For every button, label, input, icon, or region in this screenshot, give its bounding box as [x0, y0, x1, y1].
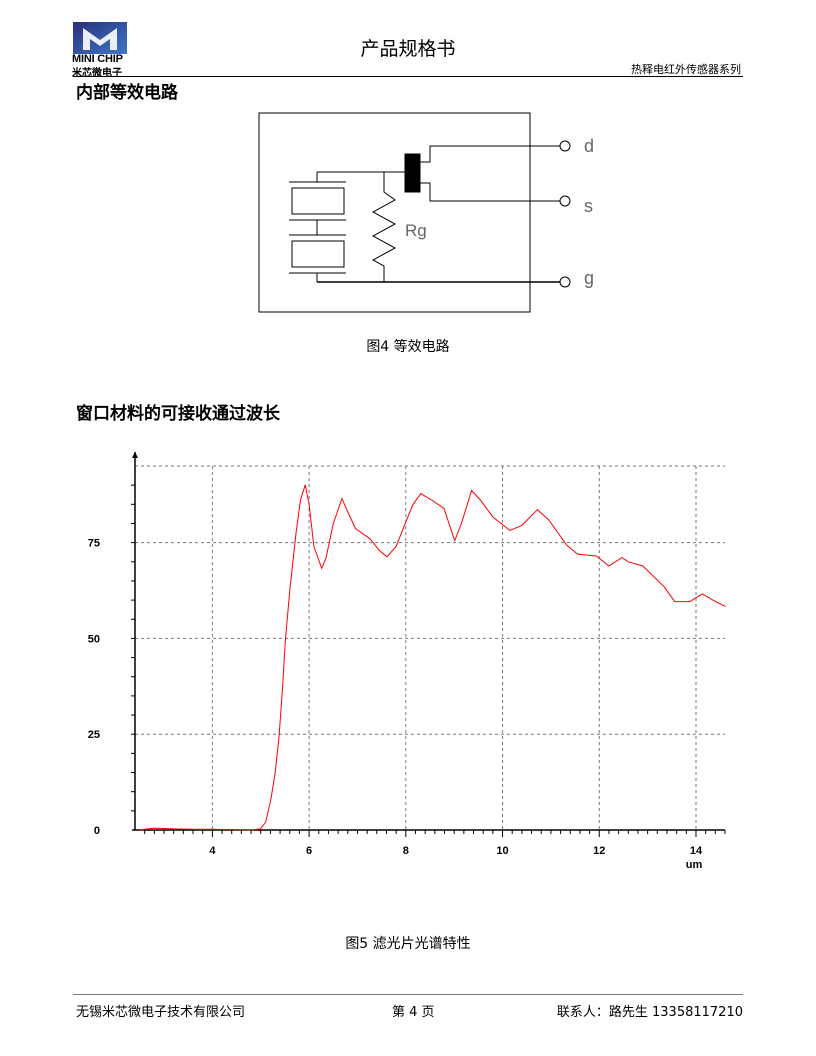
logo-text-cn: 米芯微电子: [72, 68, 122, 79]
terminal-label-d: d: [584, 136, 594, 156]
document-title: 产品规格书: [360, 38, 456, 60]
circuit-enclosure: [258, 112, 531, 313]
chart-grid: [135, 465, 725, 830]
terminal-d: [559, 140, 571, 152]
pyroelectric-element: [289, 172, 346, 282]
transmission-series-line: [139, 484, 726, 831]
terminal-label-g: g: [584, 268, 594, 288]
terminal-s: [559, 195, 571, 207]
footer-page-number: 第 4 页: [392, 1005, 435, 1020]
filter-transmission-chart: 4 6 8 10 12 14 0 25 50 75 um: [88, 452, 726, 871]
logo-text-en: MINI CHIP: [72, 53, 123, 65]
resistor-rg: [371, 172, 397, 282]
resistor-label: Rg: [405, 221, 427, 240]
footer-contact: 联系人：路先生 13358117210: [556, 1005, 743, 1020]
terminal-g: [559, 276, 571, 288]
y-tick-label: 25: [88, 729, 100, 741]
figure-caption-5: 图5 滤光片光谱特性: [345, 936, 471, 952]
footer-company: 无锡米芯微电子技术有限公司: [76, 1005, 246, 1020]
x-axis-label: um: [686, 859, 703, 871]
x-tick-label: 8: [403, 845, 409, 857]
chart-axes: [131, 452, 726, 837]
x-tick-label: 6: [306, 845, 312, 857]
product-series: 热释电红外传感器系列: [631, 63, 741, 76]
x-tick-label: 4: [209, 845, 216, 857]
company-logo: [73, 22, 127, 54]
y-tick-label: 50: [88, 633, 100, 645]
x-tick-label: 14: [690, 845, 703, 857]
y-tick-label: 0: [94, 825, 100, 837]
equivalent-circuit-diagram: Rg d s g: [258, 112, 594, 313]
fet-transistor: [404, 153, 421, 193]
footer-divider: [73, 994, 743, 995]
header-divider: [73, 76, 743, 77]
terminal-label-s: s: [584, 196, 593, 216]
section-heading-circuit: 内部等效电路: [76, 83, 178, 103]
section-heading-wavelength: 窗口材料的可接收通过波长: [76, 404, 280, 424]
figure-caption-4: 图4 等效电路: [366, 339, 450, 355]
y-axis-arrow: [132, 452, 138, 458]
x-tick-label: 12: [593, 845, 605, 857]
y-tick-label: 75: [88, 538, 100, 550]
x-tick-label: 10: [496, 845, 508, 857]
